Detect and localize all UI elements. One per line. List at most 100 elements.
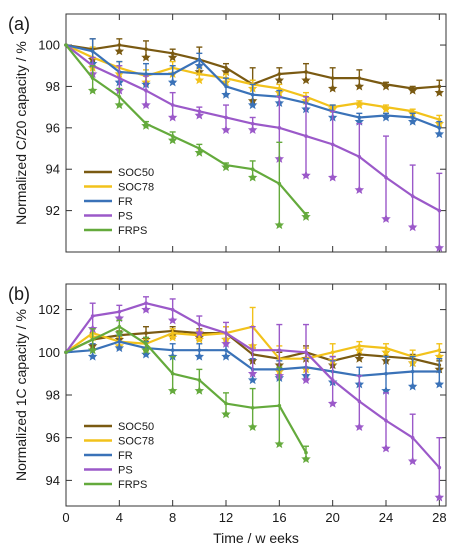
series-line [65,44,307,216]
data-point [144,121,148,126]
star-marker [141,349,151,359]
star-marker [434,129,445,139]
data-point [384,371,388,376]
star-marker [327,398,338,408]
data-point [384,105,388,109]
x-tick-label: 8 [169,510,176,525]
data-point [357,352,362,357]
data-point [90,337,95,342]
star-marker [247,368,258,378]
data-point [384,82,388,87]
data-point [170,72,175,76]
star-marker [194,351,205,361]
data-point [304,450,308,455]
legend-entry: SOC78 [118,182,154,194]
star-marker [354,81,365,91]
star-marker [221,89,231,99]
data-point [437,348,442,352]
star-marker [407,222,418,232]
data-point [437,208,442,213]
star-marker [87,345,98,355]
legend-entry: FRPS [118,225,147,237]
star-marker [194,147,205,157]
data-point [64,43,68,47]
plot-frame [65,13,447,253]
star-marker [221,338,231,348]
legend-entry: FR [118,196,133,208]
y-tick-label: 100 [38,38,60,53]
data-point [64,350,68,355]
star-marker [301,454,311,464]
y-tick-label: 98 [46,388,60,403]
data-point [277,126,282,130]
x-tick-label: 0 [62,510,69,525]
star-marker [434,242,445,252]
data-point [304,212,308,217]
data-point [224,84,228,89]
data-point [410,109,415,114]
star-marker [221,66,231,76]
data-point [384,175,388,180]
x-tick-label: 16 [272,510,286,525]
star-marker [141,52,151,62]
star-marker [167,315,178,325]
data-point [144,88,148,93]
star-marker [354,184,365,194]
chart-panel-b: (b) 94 96 98 100 102 0 4 8 12 16 20 24 28 Normalized 1… [8,283,447,546]
data-point [250,348,255,352]
data-point [170,331,175,335]
data-point [437,465,442,470]
data-point [117,43,122,47]
y-tick-label: 100 [38,345,60,360]
data-point [437,126,442,130]
data-point [410,115,415,120]
data-point [197,378,202,382]
data-point [170,348,175,352]
data-point [410,86,415,91]
star-marker [434,351,445,361]
star-marker [327,172,338,182]
data-point [144,47,148,51]
data-point [410,369,415,374]
star-marker [407,116,418,126]
legend-entry: FR [118,450,133,462]
star-marker [167,332,178,342]
y-tick-label: 94 [46,473,60,488]
star-marker [301,375,311,385]
star-marker [407,456,418,466]
data-point [224,163,228,167]
star-marker [221,351,231,361]
data-point [197,109,202,114]
star-marker [194,334,205,344]
x-tick-label: 20 [325,510,339,525]
y-tick-label: 98 [46,79,60,94]
star-marker [221,409,231,419]
data-point [410,435,415,440]
data-point [437,369,442,374]
star-marker [354,353,365,363]
legend-entry: PS [118,465,133,477]
data-point [437,117,442,122]
legend-entry: SOC78 [118,436,154,448]
data-point [197,348,202,352]
data-point [277,181,282,186]
star-marker [434,492,445,502]
star-marker [354,422,365,432]
y-tick-label: 96 [46,430,60,445]
data-point [330,350,335,355]
star-marker [247,375,258,385]
series-ps [64,296,445,502]
data-point [170,371,175,376]
star-marker [434,379,445,389]
star-marker [141,100,151,110]
data-point [144,301,148,306]
data-point [384,346,388,350]
star-marker [381,443,391,453]
data-point [197,72,202,76]
legend-entry: FRPS [118,479,147,491]
y-tick-label: 92 [46,203,60,218]
data-point [304,70,308,74]
data-point [304,350,308,355]
star-marker [167,52,178,62]
star-marker [301,75,311,85]
